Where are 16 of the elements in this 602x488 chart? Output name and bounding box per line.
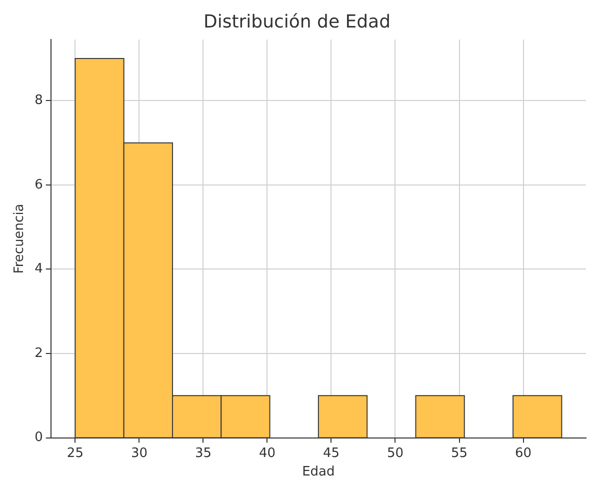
x-tick-label: 45 bbox=[322, 446, 340, 461]
x-tick-label: 30 bbox=[130, 446, 148, 461]
x-tick-label: 50 bbox=[386, 446, 404, 461]
y-tick-label: 6 bbox=[34, 177, 43, 192]
y-tick-label: 2 bbox=[34, 346, 43, 361]
x-tick-label: 35 bbox=[194, 446, 212, 461]
y-tick-label: 4 bbox=[34, 262, 43, 277]
x-tick-label: 60 bbox=[514, 446, 532, 461]
x-tick-label: 40 bbox=[258, 446, 276, 461]
x-tick-label: 55 bbox=[450, 446, 468, 461]
chart-title: Distribución de Edad bbox=[203, 11, 391, 32]
y-axis-title: Frecuencia bbox=[12, 204, 28, 274]
x-axis-title: Edad bbox=[302, 464, 335, 480]
y-tick-label: 8 bbox=[34, 93, 43, 108]
x-tick-label: 25 bbox=[66, 446, 84, 461]
y-tick-label: 0 bbox=[34, 430, 43, 446]
